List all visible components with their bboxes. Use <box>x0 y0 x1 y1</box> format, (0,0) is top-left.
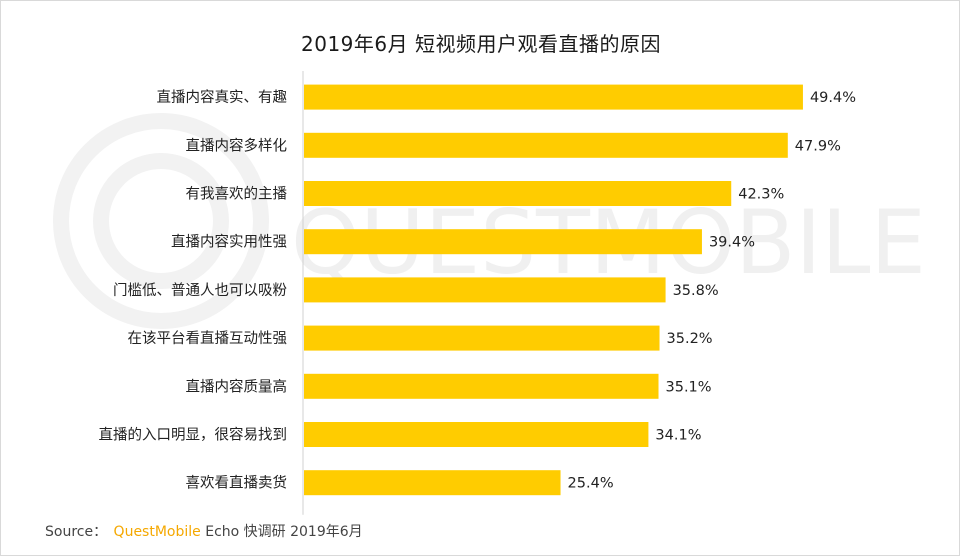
data-label: 34.1% <box>655 428 701 444</box>
bar <box>304 132 788 158</box>
bar <box>304 470 561 496</box>
data-label: 39.4% <box>709 235 755 251</box>
bar <box>304 181 732 206</box>
data-label: 35.1% <box>666 379 712 395</box>
bar <box>304 422 649 447</box>
category-label: 直播内容真实、有趣 <box>157 88 288 106</box>
data-label: 25.4% <box>568 476 614 492</box>
bar <box>304 229 702 255</box>
chart-title: 2019年6月 短视频用户观看直播的原因 <box>301 32 661 56</box>
data-label: 35.8% <box>673 283 719 299</box>
source-rest: Echo 快调研 2019年6月 <box>205 524 363 540</box>
category-label: 有我喜欢的主播 <box>186 186 288 203</box>
data-label: 42.3% <box>738 187 784 203</box>
bar <box>304 277 666 303</box>
source-prefix: Source： <box>45 524 108 540</box>
data-label: 35.2% <box>667 331 713 347</box>
category-label: 直播内容多样化 <box>186 137 288 154</box>
bar <box>304 325 660 351</box>
bar <box>304 373 659 399</box>
bar <box>304 84 803 110</box>
source-note: Source： QuestMobile Echo 快调研 2019年6月 <box>45 521 363 541</box>
category-label: 在该平台看直播互动性强 <box>128 330 288 347</box>
data-label: 47.9% <box>795 138 841 154</box>
category-label: 门槛低、普通人也可以吸粉 <box>113 282 287 299</box>
category-label: 喜欢看直播卖货 <box>186 475 288 492</box>
category-label: 直播的入口明显，很容易找到 <box>99 427 288 444</box>
category-label: 直播内容质量高 <box>186 378 288 395</box>
source-brand: QuestMobile <box>113 524 201 540</box>
category-label: 直播内容实用性强 <box>171 234 287 251</box>
data-label: 49.4% <box>810 90 856 106</box>
